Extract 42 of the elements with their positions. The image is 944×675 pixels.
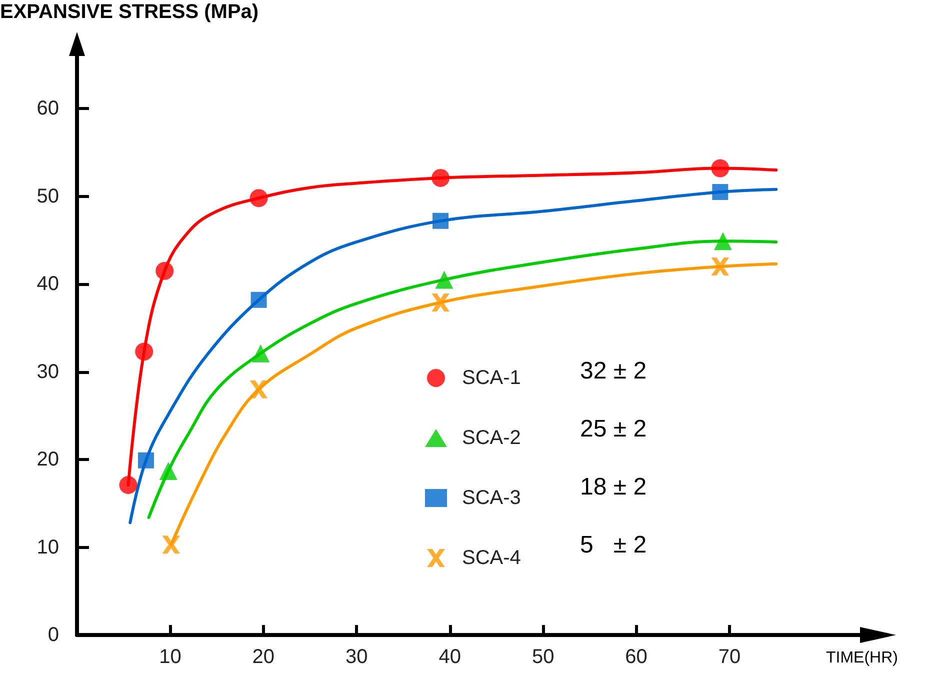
x-tick-label: 40 <box>438 646 461 668</box>
annotation: 25 ± 2 <box>580 416 647 442</box>
y-axis-title: EXPANSIVE STRESS (MPa) <box>0 1 259 23</box>
point <box>135 342 154 361</box>
legend-label: SCA-4 <box>462 547 521 569</box>
point <box>711 159 730 178</box>
legend-label: SCA-1 <box>462 367 521 389</box>
y-tick-label: 0 <box>48 624 59 646</box>
point <box>432 294 450 312</box>
legend-label: SCA-3 <box>462 487 521 509</box>
legend-label: SCA-2 <box>462 427 521 449</box>
point <box>156 262 174 280</box>
y-tick-label: 40 <box>36 273 59 296</box>
annotation: 18 ± 2 <box>580 474 647 500</box>
x-tick-label: 10 <box>159 646 182 668</box>
point <box>159 462 178 480</box>
point <box>250 292 267 308</box>
point <box>252 344 270 362</box>
x-tick-label: 20 <box>252 646 275 668</box>
y-tick-label: 20 <box>36 448 59 471</box>
y-tick-label: 60 <box>36 98 59 120</box>
point <box>250 380 268 398</box>
y-tick-label: 10 <box>36 536 59 558</box>
point <box>711 258 730 276</box>
y-tick-label: 50 <box>36 185 59 208</box>
x-tick-label: 70 <box>718 646 741 668</box>
point <box>119 476 138 494</box>
x-tick-label: 60 <box>625 646 648 668</box>
annotation: 5 ± 2 <box>580 532 647 558</box>
point <box>250 189 268 208</box>
point <box>162 536 180 554</box>
x-tick-label: 50 <box>532 646 554 668</box>
annotation: 32 ± 2 <box>580 358 647 384</box>
point <box>138 452 154 468</box>
point <box>714 232 732 250</box>
y-tick-label: 30 <box>36 360 59 383</box>
point <box>435 270 454 289</box>
point <box>712 184 728 200</box>
x-axis-title: TIME(HR) <box>826 650 898 666</box>
point <box>432 212 449 229</box>
point <box>432 168 450 187</box>
x-tick-label: 30 <box>346 646 368 668</box>
